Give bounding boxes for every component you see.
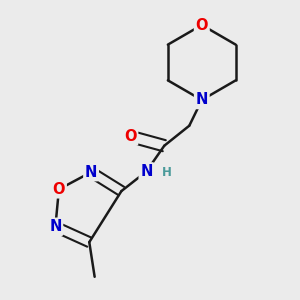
- Text: O: O: [196, 17, 208, 32]
- Text: O: O: [124, 129, 136, 144]
- Text: O: O: [53, 182, 65, 197]
- Text: H: H: [162, 166, 172, 178]
- Text: N: N: [196, 92, 208, 107]
- Text: N: N: [49, 219, 62, 234]
- Text: N: N: [85, 165, 97, 180]
- Text: N: N: [140, 164, 153, 179]
